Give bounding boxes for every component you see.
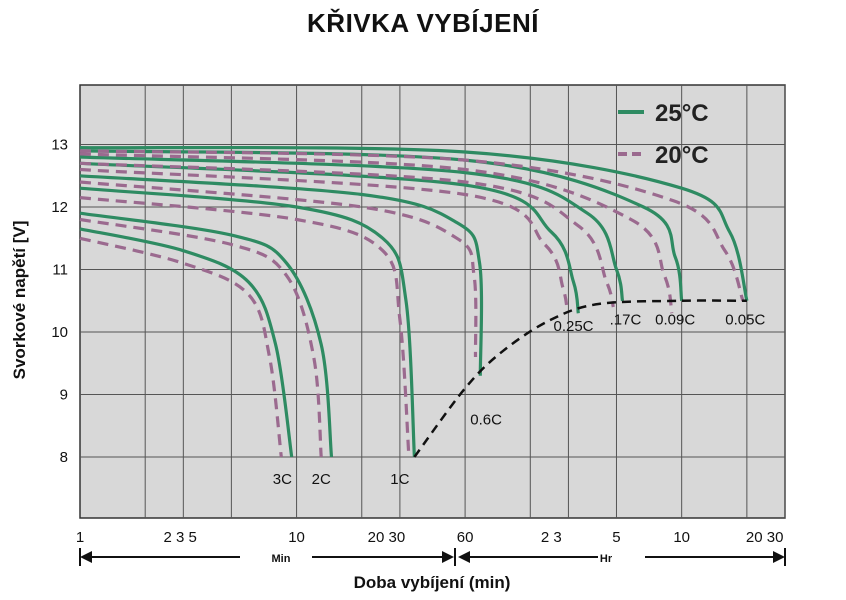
series-line-06C-20C bbox=[79, 180, 478, 358]
curve-label: 0.09C bbox=[655, 312, 695, 329]
x-tick-label: 5 bbox=[612, 529, 620, 546]
x-tick-label: 10 bbox=[288, 529, 305, 546]
series-line-06C-25C bbox=[79, 174, 484, 376]
y-axis-label: Svorkové napětí [V] bbox=[10, 221, 29, 380]
x-tick-label: 2 3 bbox=[541, 529, 562, 546]
series-line-025C-20C bbox=[79, 167, 569, 314]
series-line-2C-25C bbox=[79, 211, 334, 458]
series-line-1C-25C bbox=[79, 186, 416, 458]
arrow-head-icon bbox=[458, 551, 470, 563]
curve-label: 0.25C bbox=[553, 318, 593, 335]
curve-label: 0.05C bbox=[725, 312, 765, 329]
unit-label-min: Min bbox=[272, 553, 291, 565]
y-tick-label: 11 bbox=[52, 262, 68, 279]
y-tick-label: 12 bbox=[51, 199, 68, 216]
series-line-005C-20C bbox=[79, 149, 745, 302]
series-line-005C-25C bbox=[79, 145, 749, 302]
curve-label: 2C bbox=[312, 471, 331, 488]
series-line-1C-20C bbox=[79, 196, 411, 458]
x-tick-label: 20 30 bbox=[746, 529, 784, 546]
arrow-head-icon bbox=[80, 551, 92, 563]
arrow-head-icon bbox=[442, 551, 454, 563]
series-line-3C-25C bbox=[79, 227, 294, 458]
y-tick-label: 13 bbox=[51, 137, 68, 154]
curve-label: .17C bbox=[610, 312, 642, 329]
arrow-head-icon bbox=[773, 551, 785, 563]
x-tick-label: 60 bbox=[457, 529, 474, 546]
y-tick-label: 10 bbox=[51, 324, 68, 341]
series-line-2C-20C bbox=[79, 217, 323, 458]
y-tick-label: 9 bbox=[60, 387, 68, 404]
end-voltage-line bbox=[413, 299, 747, 458]
chart-title: KŘIVKA VYBÍJENÍ bbox=[307, 8, 539, 38]
y-tick-label: 8 bbox=[60, 449, 68, 466]
legend-label: 20°C bbox=[655, 142, 709, 169]
x-tick-label: 20 30 bbox=[368, 529, 406, 546]
series-line-17C-20C bbox=[79, 161, 615, 308]
unit-label-hr: Hr bbox=[600, 553, 613, 565]
x-tick-label: 2 3 5 bbox=[163, 529, 196, 546]
series-line-17C-25C bbox=[79, 155, 625, 302]
series-line-009C-20C bbox=[79, 152, 674, 314]
x-tick-label: 1 bbox=[76, 529, 84, 546]
x-axis-label: Doba vybíjení (min) bbox=[354, 573, 511, 592]
legend-label: 25°C bbox=[655, 100, 709, 127]
curve-label: 0.6C bbox=[470, 412, 502, 429]
curve-label: 1C bbox=[390, 471, 409, 488]
curve-label: 3C bbox=[273, 471, 292, 488]
x-tick-label: 10 bbox=[673, 529, 690, 546]
